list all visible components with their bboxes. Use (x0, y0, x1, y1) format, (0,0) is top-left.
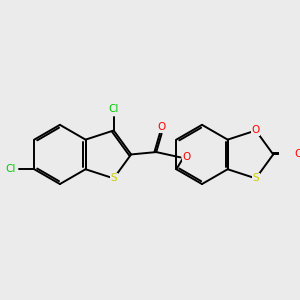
Text: O: O (182, 152, 190, 161)
Text: O: O (252, 125, 260, 136)
Text: S: S (110, 173, 117, 183)
Text: S: S (253, 173, 259, 183)
Text: O: O (158, 122, 166, 132)
Text: Cl: Cl (5, 164, 16, 174)
Text: O: O (294, 149, 300, 159)
Text: Cl: Cl (109, 104, 119, 114)
